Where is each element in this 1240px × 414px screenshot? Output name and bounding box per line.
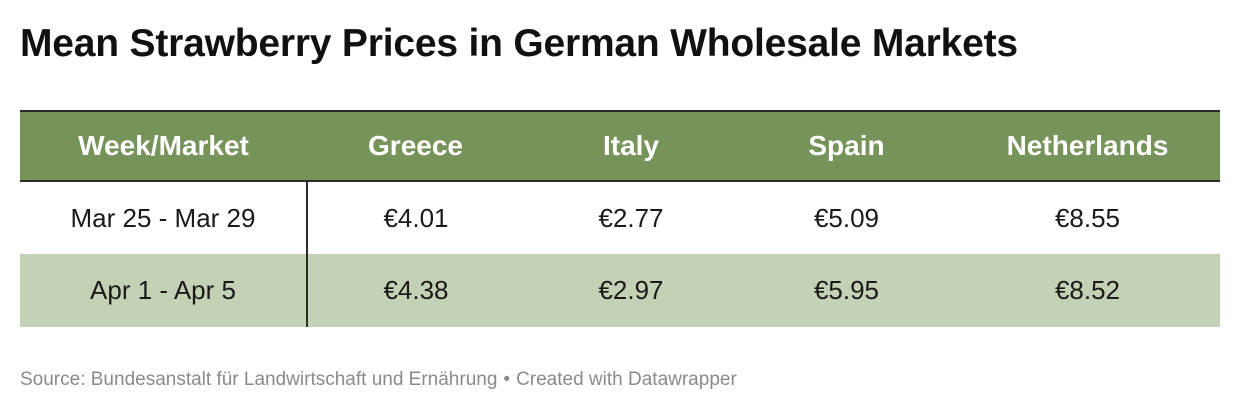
price-cell-spain: €5.95 — [813, 275, 880, 305]
week-cell: Apr 1 - Apr 5 — [20, 254, 308, 327]
table-row: Apr 1 - Apr 5 €4.38 €2.97 €5.95 €8.52 — [20, 254, 1220, 327]
source-footer: Source: Bundesanstalt für Landwirtschaft… — [20, 369, 737, 391]
column-header-spain: Spain — [808, 130, 885, 161]
price-cell-greece: €4.01 — [383, 202, 449, 233]
table-row: Mar 25 - Mar 29 €4.01 €2.77 €5.09 €8.55 — [20, 181, 1220, 254]
source-text: Source: Bundesanstalt für Landwirtschaft… — [20, 369, 498, 390]
table-header-row: Week/Market Greece Italy Spain Netherlan… — [20, 111, 1220, 181]
price-cell-italy: €2.77 — [598, 202, 664, 233]
column-header-italy: Italy — [602, 130, 660, 161]
column-header-greece: Greece — [368, 130, 463, 161]
week-cell: Mar 25 - Mar 29 — [20, 181, 308, 254]
price-cell-italy: €2.97 — [598, 275, 664, 305]
price-cell-netherlands: €8.55 — [1054, 202, 1121, 233]
price-table: Week/Market Greece Italy Spain Netherlan… — [20, 110, 1220, 327]
credit-link[interactable]: Created with Datawrapper — [516, 369, 737, 390]
price-cell-spain: €5.09 — [813, 202, 880, 233]
chart-title: Mean Strawberry Prices in German Wholesa… — [20, 22, 1018, 65]
price-cell-netherlands: €8.52 — [1054, 275, 1121, 305]
column-header-netherlands: Netherlands — [1006, 130, 1169, 161]
column-header-week-market: Week/Market — [78, 130, 249, 161]
price-cell-greece: €4.38 — [383, 275, 449, 305]
footer-separator: • — [503, 369, 511, 390]
